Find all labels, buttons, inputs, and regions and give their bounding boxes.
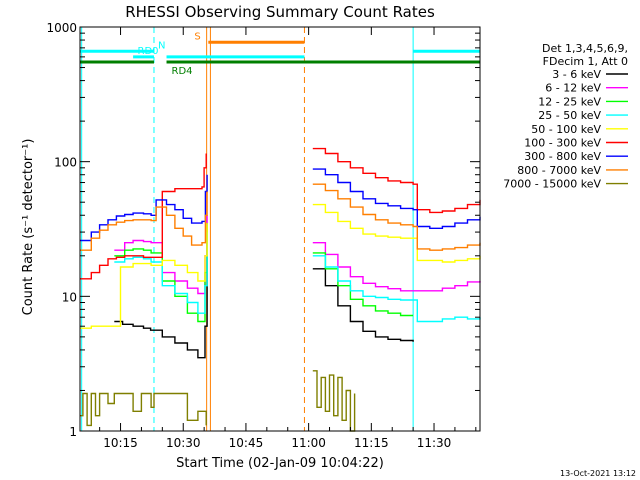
legend-entry-label-5: 100 - 300 keV: [524, 137, 601, 150]
legend: Det 1,3,4,5,6,9,FDecim 1, Att 03 - 6 keV…: [503, 42, 628, 191]
plot-timestamp: 13-Oct-2021 13:12: [560, 469, 636, 478]
plot-frame: [79, 26, 481, 432]
series-line-0-segment-1: [312, 268, 414, 342]
legend-entry-label-1: 6 - 12 keV: [545, 82, 601, 95]
legend-entry-label-4: 50 - 100 keV: [531, 123, 601, 136]
series-line-8-segment-1: [312, 370, 356, 432]
annotation-label-rd0: RD0: [138, 46, 159, 57]
series-line-2-segment-0: [114, 223, 208, 323]
y-tick-label-2: 100: [54, 156, 77, 170]
x-tick-label-4: 11:15: [354, 436, 389, 450]
x-tick-label-1: 10:30: [166, 436, 201, 450]
legend-entry-label-8: 7000 - 15000 keV: [503, 178, 601, 191]
legend-entry-label-6: 300 - 800 keV: [524, 150, 601, 163]
series-line-7-segment-1: [312, 183, 481, 251]
annotation-label-rd4: RD4: [172, 66, 193, 77]
legend-entry-label-3: 25 - 50 keV: [538, 109, 601, 122]
series-line-3-segment-1: [312, 255, 481, 323]
legend-header-line-1: FDecim 1, Att 0: [543, 55, 628, 68]
series-line-5-segment-0: [80, 153, 207, 280]
x-axis-label: Start Time (02-Jan-09 10:04:22): [176, 456, 384, 471]
y-tick-label-0: 1: [69, 425, 77, 439]
series-line-2-segment-1: [312, 252, 414, 317]
x-tick-label-0: 10:15: [103, 436, 138, 450]
series-line-1-segment-0: [114, 215, 208, 295]
series-line-6-segment-1: [312, 168, 481, 229]
series-line-6-segment-0: [80, 174, 208, 242]
series-line-8-segment-0: [80, 392, 207, 427]
x-tick-label-3: 11:00: [291, 436, 326, 450]
y-tick-label-3: 1000: [46, 21, 77, 35]
annotation-label-n: N: [158, 40, 165, 51]
chart-title: RHESSI Observing Summary Count Rates: [125, 3, 435, 21]
series-line-0-segment-0: [114, 255, 208, 359]
series-line-5-segment-1: [312, 147, 481, 214]
x-tick-label-5: 11:30: [417, 436, 452, 450]
series-line-4-segment-1: [312, 203, 481, 263]
legend-entry-label-2: 12 - 25 keV: [538, 95, 601, 108]
series-line-3-segment-0: [114, 232, 208, 314]
data-series-group: [80, 147, 481, 432]
attenuator-state-bars: N S RD0 RD4: [80, 31, 480, 77]
x-tick-label-2: 10:45: [229, 436, 264, 450]
annotation-label-s: S: [194, 31, 200, 42]
series-line-4-segment-0: [80, 223, 208, 329]
legend-entry-label-0: 3 - 6 keV: [552, 68, 601, 81]
series-line-7-segment-0: [80, 191, 208, 251]
y-axis-label: Count Rate (s⁻¹ detector⁻¹): [21, 139, 36, 316]
axes-ticks: 10:15 10:30 10:45 11:00 11:15 11:30 1 10 100 1000: [46, 21, 480, 450]
legend-header-line-0: Det 1,3,4,5,6,9,: [542, 42, 628, 55]
y-tick-label-1: 10: [62, 290, 77, 304]
legend-entry-label-7: 800 - 7000 keV: [517, 164, 601, 177]
